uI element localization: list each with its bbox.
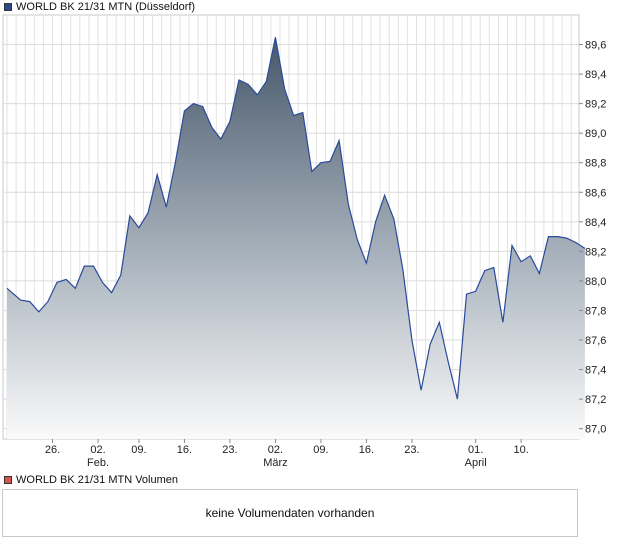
- x-tick-label: 10.: [514, 444, 529, 456]
- y-tick-label: 88,4: [585, 217, 606, 229]
- y-axis: 87,0 87,2 87,4 87,6 87,8 88,0 88,2 88,4 88,6 88,8…: [579, 40, 606, 436]
- y-tick-label: 87,6: [585, 335, 606, 347]
- volume-legend: WORLD BK 21/31 MTN Volumen: [4, 473, 178, 487]
- price-legend-label: WORLD BK 21/31 MTN (Düsseldorf): [16, 1, 196, 13]
- x-month-label: Feb.: [87, 457, 109, 469]
- price-chart: 87,0 87,2 87,4 87,6 87,8 88,0 88,2 88,4 88,6 88,8…: [2, 14, 606, 469]
- y-tick-label: 87,4: [585, 365, 606, 377]
- price-legend: WORLD BK 21/31 MTN (Düsseldorf): [4, 0, 195, 14]
- price-area: [7, 37, 585, 439]
- x-tick-label: 02.: [90, 444, 105, 456]
- y-tick-label: 87,0: [585, 424, 606, 436]
- x-month-label: März: [263, 457, 287, 469]
- x-tick-label: 16.: [177, 444, 192, 456]
- volume-legend-label: WORLD BK 21/31 MTN Volumen: [16, 474, 179, 486]
- x-tick-label: 23.: [404, 444, 419, 456]
- y-tick-label: 88,2: [585, 246, 606, 258]
- y-tick-label: 89,6: [585, 40, 606, 52]
- y-tick-label: 87,8: [585, 305, 606, 317]
- y-tick-label: 87,2: [585, 394, 606, 406]
- x-tick-label: 02.: [268, 444, 283, 456]
- x-tick-label: 23.: [222, 444, 237, 456]
- y-tick-label: 88,6: [585, 187, 606, 199]
- volume-panel: keine Volumendaten vorhanden: [2, 489, 578, 537]
- y-tick-label: 88,8: [585, 158, 606, 170]
- y-tick-label: 89,0: [585, 128, 606, 140]
- price-line: [6, 37, 586, 400]
- volume-legend-swatch: [4, 476, 12, 484]
- x-tick-label: 26.: [45, 444, 60, 456]
- x-tick-label: 09.: [131, 444, 146, 456]
- x-month-label: April: [465, 457, 487, 469]
- y-tick-label: 88,0: [585, 276, 606, 288]
- y-tick-label: 89,4: [585, 69, 606, 81]
- volume-empty-message: keine Volumendaten vorhanden: [205, 506, 375, 520]
- price-legend-swatch: [4, 3, 12, 11]
- x-tick-label: 01.: [468, 444, 483, 456]
- y-tick-label: 89,2: [585, 99, 606, 111]
- x-tick-label: 09.: [313, 444, 328, 456]
- x-tick-label: 16.: [359, 444, 374, 456]
